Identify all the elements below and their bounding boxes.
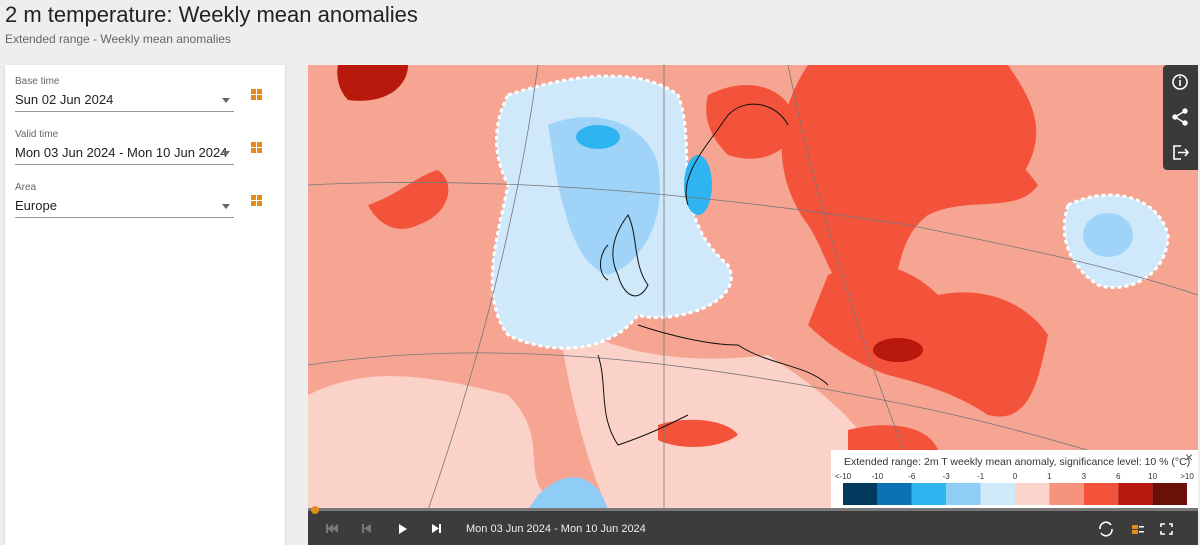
cool-region xyxy=(1083,213,1133,257)
hot-core xyxy=(873,338,923,362)
page-subtitle: Extended range - Weekly mean anomalies xyxy=(5,32,231,46)
timeline-track[interactable] xyxy=(308,508,1198,511)
player-tools xyxy=(1099,521,1173,537)
legend-label: <-10 xyxy=(835,472,852,481)
legend-swatch xyxy=(1083,483,1119,505)
legend-swatch xyxy=(1152,483,1187,505)
player-bar: Mon 03 Jun 2024 - Mon 10 Jun 2024 xyxy=(308,506,1198,545)
legend-label: -6 xyxy=(908,472,916,481)
export-button[interactable] xyxy=(1173,145,1190,160)
field-label: Valid time xyxy=(15,129,59,140)
field-value: Mon 03 Jun 2024 - Mon 10 Jun 2024 xyxy=(15,145,228,160)
field-label: Area xyxy=(15,182,37,193)
fullscreen-button[interactable] xyxy=(1160,523,1173,535)
area-select[interactable]: Area Europe xyxy=(15,171,234,218)
legend-title: Extended range: 2m T weekly mean anomaly… xyxy=(844,456,1191,468)
options-icon[interactable] xyxy=(251,142,262,153)
legend-label: -3 xyxy=(943,472,951,481)
timeline-handle[interactable] xyxy=(311,506,319,514)
legend-swatch xyxy=(1118,483,1153,505)
refresh-button[interactable] xyxy=(1099,521,1113,537)
close-button[interactable]: × xyxy=(1185,450,1193,465)
legend-swatch xyxy=(877,483,912,505)
legend-label: -10 xyxy=(872,472,884,481)
hot-core xyxy=(337,65,408,101)
anomaly-map xyxy=(308,65,1198,510)
legend-label: -1 xyxy=(977,472,985,481)
prev-button[interactable] xyxy=(362,524,371,533)
legend-label: >10 xyxy=(1180,472,1194,481)
warm-region xyxy=(706,85,798,159)
player-controls xyxy=(326,524,441,534)
legend-swatch xyxy=(1049,483,1084,505)
legend-scale: × <-10 -10 -6 -3 -1 0 1 3 6 10 >10 xyxy=(835,450,1194,505)
legend-swatch xyxy=(980,483,1015,505)
legend-swatch xyxy=(1015,483,1050,505)
cool-core xyxy=(684,155,712,215)
pale-region xyxy=(308,376,568,510)
field-value: Sun 02 Jun 2024 xyxy=(15,92,114,107)
legend: Extended range: 2m T weekly mean anomaly… xyxy=(831,450,1198,510)
play-button[interactable] xyxy=(399,524,407,534)
legend-label: 1 xyxy=(1047,472,1052,481)
coastlines xyxy=(597,103,829,446)
toolbar-icons xyxy=(1172,74,1190,160)
first-button[interactable] xyxy=(326,524,338,533)
warm-region xyxy=(368,170,449,229)
legend-swatch xyxy=(911,483,947,505)
legend-swatch xyxy=(843,483,878,505)
field-label: Base time xyxy=(15,76,60,87)
options-icon[interactable] xyxy=(251,89,262,100)
legend-label: 3 xyxy=(1082,472,1087,481)
warm-region xyxy=(808,264,1048,417)
warm-region xyxy=(848,425,938,450)
next-button[interactable] xyxy=(432,524,441,533)
valid-time-select[interactable]: Valid time Mon 03 Jun 2024 - Mon 10 Jun … xyxy=(15,118,234,165)
info-button[interactable] xyxy=(1172,74,1188,90)
field-value: Europe xyxy=(15,198,57,213)
timeline-label: Mon 03 Jun 2024 - Mon 10 Jun 2024 xyxy=(466,523,646,535)
cool-core xyxy=(576,125,620,149)
dropdown-arrow xyxy=(222,151,230,156)
side-panel: Base time Sun 02 Jun 2024 Valid time Mon… xyxy=(5,65,285,545)
legend-swatch xyxy=(946,483,981,505)
legend-label: 6 xyxy=(1116,472,1121,481)
cool-region xyxy=(548,117,660,275)
layers-button[interactable] xyxy=(1132,525,1144,534)
share-button[interactable] xyxy=(1172,108,1188,126)
page-title: 2 m temperature: Weekly mean anomalies xyxy=(5,2,418,27)
dropdown-arrow xyxy=(222,204,230,209)
options-icon[interactable] xyxy=(251,195,262,206)
warm-region xyxy=(658,419,738,447)
legend-label: 10 xyxy=(1148,472,1157,481)
dropdown-arrow xyxy=(222,98,230,103)
map-toolbar xyxy=(1163,65,1198,170)
warm-region xyxy=(868,65,1037,215)
legend-label: 0 xyxy=(1013,472,1018,481)
cool-region xyxy=(528,477,608,510)
info-glyph xyxy=(1179,76,1181,79)
base-time-select[interactable]: Base time Sun 02 Jun 2024 xyxy=(15,65,234,112)
pale-region xyxy=(558,315,908,510)
